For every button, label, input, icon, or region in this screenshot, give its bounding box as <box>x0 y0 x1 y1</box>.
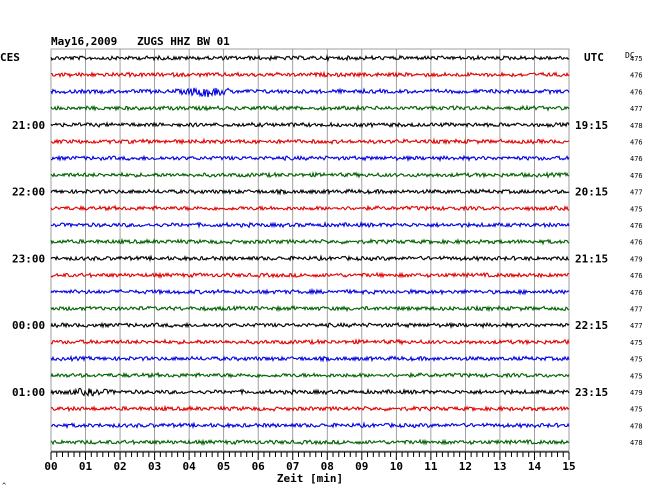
time-labels: 21:00 22:00 23:00 00:00 01:00 19:15 20:15 21:15… <box>12 119 608 399</box>
x-tick-label: 05 <box>217 460 230 473</box>
x-tick-label: 03 <box>148 460 161 473</box>
seismic-trace <box>50 137 570 146</box>
x-tick-label: 15 <box>562 460 575 473</box>
x-tick-label: 11 <box>424 460 438 473</box>
dc-value: 476 <box>630 72 643 80</box>
chart-title: May16,2009 ZUGS HHZ BW 01 <box>51 35 230 48</box>
x-tick-label: 00 <box>44 460 57 473</box>
left-time-label: 22:00 <box>12 186 45 199</box>
seismic-trace <box>50 387 570 397</box>
x-tick-label: 01 <box>79 460 93 473</box>
x-tick-label: 08 <box>321 460 334 473</box>
seismic-trace <box>50 171 570 179</box>
dc-value: 479 <box>630 389 643 397</box>
x-axis: 00 01 02 03 04 05 06 07 08 09 10 11 12 13 14 15 <box>44 451 576 473</box>
left-timezone-label: CES <box>0 51 20 64</box>
seismic-trace <box>50 121 570 129</box>
right-timezone-label: UTC <box>584 51 604 64</box>
dc-value: 476 <box>630 88 643 96</box>
left-time-label: 00:00 <box>12 319 45 332</box>
x-tick-label: 14 <box>528 460 542 473</box>
seismic-trace <box>50 338 570 346</box>
seismic-trace <box>50 371 570 379</box>
right-time-label: 22:15 <box>575 319 608 332</box>
right-time-label: 21:15 <box>575 252 608 265</box>
left-time-label: 01:00 <box>12 386 45 399</box>
dc-value: 478 <box>630 422 643 430</box>
dc-value: 475 <box>630 55 643 63</box>
seismic-trace <box>50 287 570 296</box>
seismic-trace <box>50 204 570 212</box>
dc-value: 476 <box>630 289 643 297</box>
left-time-label: 23:00 <box>12 252 45 265</box>
trace-rows: 475 476 476 477 478 476 476 476 477 475 476 476 479 4… <box>50 54 643 447</box>
x-tick-label: 04 <box>183 460 197 473</box>
x-tick-label: 06 <box>252 460 266 473</box>
plot-frame <box>50 48 570 452</box>
seismic-trace <box>50 237 570 246</box>
dc-value: 476 <box>630 139 643 147</box>
dc-value: 476 <box>630 155 643 163</box>
dc-value: 477 <box>630 322 643 330</box>
dc-value: 475 <box>630 205 643 213</box>
seismic-trace <box>50 321 570 330</box>
left-time-label: 21:00 <box>12 119 45 132</box>
dc-value: 477 <box>630 306 643 314</box>
right-time-label: 20:15 <box>575 186 608 199</box>
x-tick-label: 07 <box>286 460 299 473</box>
seismic-trace <box>50 271 570 279</box>
dc-value: 475 <box>630 356 643 364</box>
seismic-trace <box>50 220 570 229</box>
x-axis-label: Zeit [min] <box>277 472 343 485</box>
dc-value: 476 <box>630 172 643 180</box>
seismic-trace <box>50 87 570 98</box>
dc-value: 475 <box>630 406 643 414</box>
seismic-trace <box>50 254 570 263</box>
dc-value: 478 <box>630 439 643 447</box>
right-time-label: 23:15 <box>575 386 608 399</box>
dc-value: 477 <box>630 105 643 113</box>
seismic-trace <box>50 304 570 313</box>
dc-value: 476 <box>630 239 643 247</box>
seismic-trace <box>51 421 570 430</box>
x-tick-label: 13 <box>493 460 506 473</box>
dc-value: 476 <box>630 222 643 230</box>
x-tick-label: 12 <box>459 460 472 473</box>
grid <box>50 48 570 452</box>
seismic-trace <box>50 188 570 196</box>
seismic-trace <box>50 70 570 79</box>
dc-value: 478 <box>630 122 643 130</box>
dc-header-label: DC <box>625 51 635 60</box>
seismic-trace <box>50 438 570 446</box>
dc-value: 475 <box>630 372 643 380</box>
dc-value: 475 <box>630 339 643 347</box>
dc-value: 477 <box>630 189 643 197</box>
seismic-trace <box>50 354 570 363</box>
seismic-trace <box>50 54 570 63</box>
seismic-trace <box>50 404 570 413</box>
dc-value: 476 <box>630 272 643 280</box>
x-tick-label: 02 <box>113 460 126 473</box>
seismic-trace <box>50 154 570 163</box>
x-tick-label: 09 <box>355 460 368 473</box>
corner-mark: ^ <box>2 482 6 490</box>
right-time-label: 19:15 <box>575 119 608 132</box>
seismic-trace <box>50 104 570 112</box>
dc-value: 479 <box>630 255 643 263</box>
x-tick-label: 10 <box>390 460 403 473</box>
